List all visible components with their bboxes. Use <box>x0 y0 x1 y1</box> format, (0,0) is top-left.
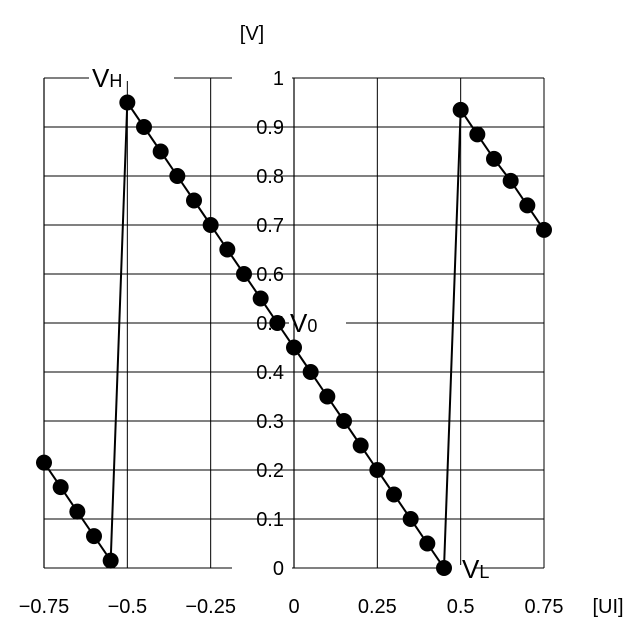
data-point <box>153 144 169 160</box>
data-point <box>286 340 302 356</box>
data-point <box>119 95 135 111</box>
y-tick-label: 0.3 <box>256 411 284 433</box>
annotation-vh: VH <box>92 63 122 93</box>
y-tick-label: 1 <box>273 68 284 90</box>
data-point <box>419 536 435 552</box>
y-tick-label: 0.6 <box>256 264 284 286</box>
data-point <box>303 364 319 380</box>
y-tick-label: 0 <box>273 558 284 580</box>
data-point <box>453 102 469 118</box>
y-tick-label: 0.8 <box>256 166 284 188</box>
y-axis-label: [V] <box>240 23 264 45</box>
y-tick-label: 0.9 <box>256 117 284 139</box>
data-point <box>53 479 69 495</box>
y-tick-label: 0.2 <box>256 460 284 482</box>
data-point <box>436 560 452 576</box>
data-point <box>186 193 202 209</box>
annotation-v0: V0 <box>290 308 317 338</box>
data-point <box>103 553 119 569</box>
data-point <box>136 119 152 135</box>
annotation-vl: VL <box>462 554 489 584</box>
x-tick-label: 0.5 <box>447 596 475 618</box>
x-tick-label: −0.75 <box>19 596 70 618</box>
data-point <box>319 389 335 405</box>
y-tick-label: 0.4 <box>256 362 284 384</box>
x-tick-label: −0.25 <box>185 596 236 618</box>
x-tick-label: 0 <box>288 596 299 618</box>
data-point <box>203 217 219 233</box>
data-point <box>403 511 419 527</box>
data-point <box>469 126 485 142</box>
data-point <box>503 173 519 189</box>
data-point <box>386 487 402 503</box>
data-point <box>219 242 235 258</box>
data-point <box>86 528 102 544</box>
data-point <box>36 455 52 471</box>
data-point <box>336 413 352 429</box>
y-tick-label: 0.7 <box>256 215 284 237</box>
data-point <box>486 151 502 167</box>
data-point <box>236 266 252 282</box>
y-tick-label: 0.1 <box>256 509 284 531</box>
data-point <box>253 291 269 307</box>
x-tick-label: −0.5 <box>108 596 147 618</box>
x-axis-label: [UI] <box>592 596 623 618</box>
data-point <box>369 462 385 478</box>
x-tick-label: 0.75 <box>525 596 564 618</box>
data-point <box>69 504 85 520</box>
data-point <box>169 168 185 184</box>
data-point <box>519 197 535 213</box>
data-point <box>536 222 552 238</box>
data-point <box>269 315 285 331</box>
data-point <box>353 438 369 454</box>
x-tick-label: 0.25 <box>358 596 397 618</box>
